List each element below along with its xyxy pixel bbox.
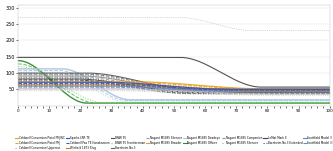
Legend: Caldwell Conversion Pistol FMJWC, Caldwell Conversion Pistol FMJ, Caldwell Conve: Caldwell Conversion Pistol FMJWC, Caldwe… [15,136,333,150]
